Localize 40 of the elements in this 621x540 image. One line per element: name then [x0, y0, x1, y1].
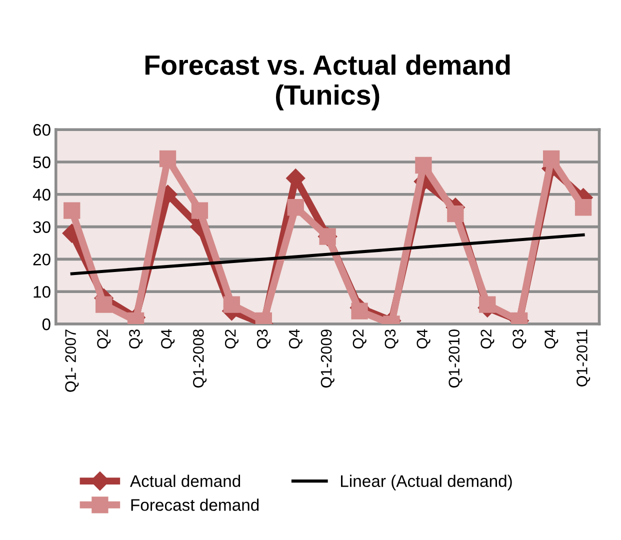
point: [96, 296, 112, 313]
x-tick-label: Q4: [544, 329, 558, 349]
y-tick-label: 30: [33, 221, 50, 234]
x-tick-label: Q2: [480, 330, 494, 349]
point: [574, 199, 592, 216]
y-tick-label: 0: [42, 318, 50, 330]
y-tick-label: 40: [32, 188, 50, 201]
legend-label: Forecast demand: [131, 498, 259, 511]
legend-label: Actual demand: [130, 474, 240, 488]
x-tick-label: Q3: [129, 330, 143, 349]
x-tick-label: Q4: [288, 329, 302, 349]
x-tick-label: Q1-2009: [320, 330, 334, 388]
y-tick-label: 60: [33, 124, 50, 136]
x-tick-label: Q1-2010: [448, 329, 462, 388]
x-tick-label: Q3: [256, 330, 270, 349]
x-tick-label: Q3: [512, 330, 526, 349]
x-tick-label: Q4: [161, 329, 175, 349]
point: [287, 199, 304, 216]
x-tick-label: Q3: [384, 330, 398, 349]
point: [479, 296, 496, 313]
point: [159, 150, 176, 168]
x-tick-label: Q1-2011: [576, 330, 590, 386]
y-tick-label: 20: [33, 254, 50, 266]
point: [223, 296, 240, 313]
x-tick-label: Q1-2008: [193, 330, 207, 388]
point: [351, 302, 368, 320]
y-tick-label: 10: [34, 286, 50, 298]
point: [542, 150, 560, 168]
point: [415, 156, 432, 174]
legend-label: Linear (Actual demand): [341, 474, 512, 490]
point: [447, 206, 464, 222]
x-tick-label: Q4: [416, 329, 430, 349]
point: [191, 202, 208, 219]
x-tick-label: Q2: [352, 330, 366, 349]
point: [64, 202, 80, 219]
x-tick-label: Q2: [97, 330, 111, 349]
y-tick-label: 50: [33, 156, 50, 168]
chart-title: Forecast vs. Actual demand (Tunics): [145, 54, 510, 110]
x-tick-label: Q1- 2007: [65, 330, 79, 392]
x-tick-label: Q2: [224, 330, 239, 349]
